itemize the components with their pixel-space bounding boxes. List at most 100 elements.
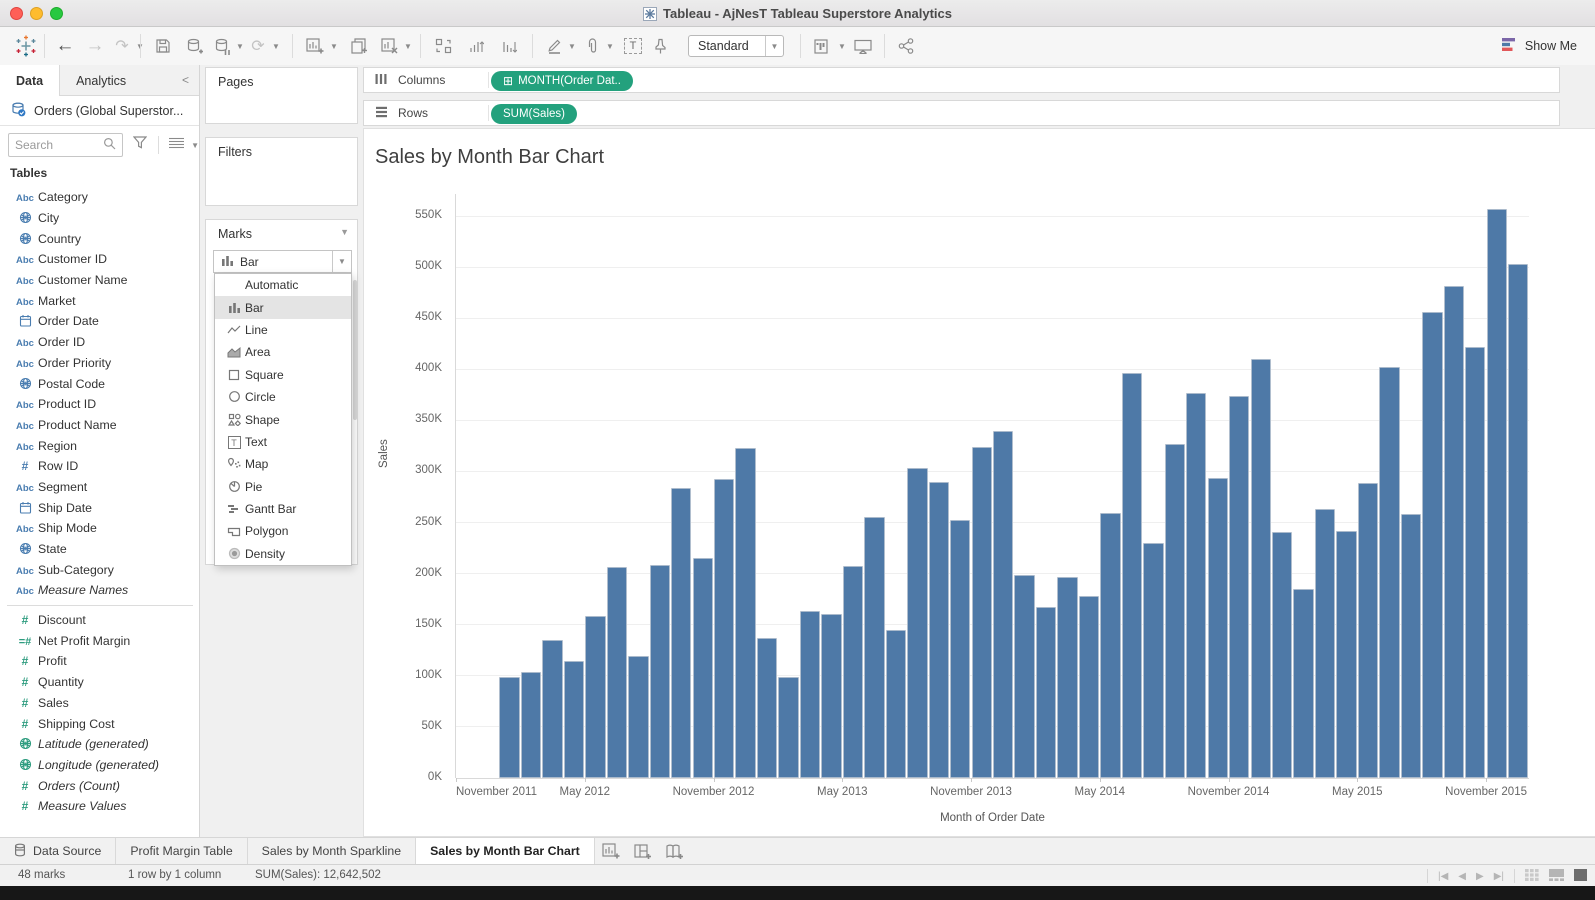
columns-shelf[interactable]: Columns ⊞ MONTH(Order Dat.. <box>363 67 1560 93</box>
search-input[interactable]: Search <box>8 133 124 157</box>
go-previous-sheet-icon[interactable]: ◀ <box>1458 870 1466 882</box>
field-item-latitude-generated-[interactable]: Latitude (generated) <box>0 734 199 755</box>
zoom-window-button[interactable] <box>50 7 63 20</box>
fit-mode-select[interactable]: Standard ▼ <box>688 35 784 57</box>
mark-type-option-density[interactable]: Density <box>215 543 351 565</box>
view-options-chevron-icon[interactable]: ▼ <box>191 140 199 150</box>
bar-feb-2015[interactable] <box>1293 589 1314 778</box>
bar-jan-2014[interactable] <box>1014 575 1035 778</box>
bar-dec-2014[interactable] <box>1250 359 1271 778</box>
fit-select[interactable] <box>810 27 836 65</box>
mark-type-option-line[interactable]: Line <box>215 319 351 341</box>
close-window-button[interactable] <box>10 7 23 20</box>
filters-shelf[interactable]: Filters <box>205 137 358 206</box>
highlight-button[interactable] <box>542 27 566 65</box>
field-item-order-id[interactable]: Abc Order ID <box>0 332 199 353</box>
sheet-title[interactable]: Sales by Month Bar Chart <box>375 146 604 168</box>
bar-feb-2014[interactable] <box>1035 607 1057 778</box>
bar-aug-2015[interactable] <box>1422 311 1443 778</box>
new-datasource-button[interactable] <box>180 27 208 65</box>
tab-data[interactable]: Data <box>0 65 61 96</box>
bar-jun-2013[interactable] <box>864 516 885 778</box>
field-item-measure-names[interactable]: Abc Measure Names <box>0 580 199 601</box>
show-filmstrip-icon[interactable] <box>1549 868 1564 884</box>
field-item-profit[interactable]: # Profit <box>0 651 199 672</box>
field-item-discount[interactable]: # Discount <box>0 610 199 631</box>
bar-nov-2015[interactable] <box>1486 209 1507 778</box>
highlight-button-chevron-icon[interactable]: ▼ <box>568 41 576 51</box>
field-item-segment[interactable]: Abc Segment <box>0 477 199 498</box>
sheet-tab-sales-by-month-sparkline[interactable]: Sales by Month Sparkline <box>248 838 417 864</box>
go-next-sheet-icon[interactable]: ▶ <box>1476 870 1484 882</box>
bar-jul-2014[interactable] <box>1143 543 1164 778</box>
field-item-customer-name[interactable]: Abc Customer Name <box>0 270 199 291</box>
field-item-market[interactable]: Abc Market <box>0 290 199 311</box>
bar-oct-2014[interactable] <box>1207 478 1228 778</box>
field-item-product-name[interactable]: Abc Product Name <box>0 415 199 436</box>
sheet-tab-profit-margin-table[interactable]: Profit Margin Table <box>116 838 248 864</box>
columns-pill-month-order-date[interactable]: ⊞ MONTH(Order Dat.. <box>491 70 633 91</box>
filter-fields-icon[interactable] <box>132 136 148 154</box>
field-item-row-id[interactable]: # Row ID <box>0 456 199 477</box>
mark-type-option-map[interactable]: Map <box>215 453 351 475</box>
run-update-button[interactable]: ⟳ <box>251 38 265 55</box>
show-sheet-sorter-icon[interactable] <box>1525 868 1539 884</box>
expand-pill-icon[interactable]: ⊞ <box>503 73 514 88</box>
format-workbook-button[interactable] <box>580 27 604 65</box>
rows-shelf[interactable]: Rows SUM(Sales) <box>363 100 1560 126</box>
mark-type-option-shape[interactable]: Shape <box>215 408 351 430</box>
new-worksheet-button-chevron-icon[interactable]: ▼ <box>330 41 338 51</box>
sort-descending-button[interactable] <box>496 27 522 65</box>
field-item-order-priority[interactable]: Abc Order Priority <box>0 353 199 374</box>
bar-apr-2015[interactable] <box>1336 530 1357 778</box>
field-item-postal-code[interactable]: Postal Code <box>0 373 199 394</box>
bar-aug-2012[interactable] <box>649 564 670 778</box>
bar-mar-2014[interactable] <box>1057 576 1078 778</box>
field-item-orders-count-[interactable]: # Orders (Count) <box>0 775 199 796</box>
chevron-down-icon[interactable]: ▼ <box>765 36 783 56</box>
bar-jun-2014[interactable] <box>1121 372 1143 778</box>
bar-apr-2013[interactable] <box>821 613 842 778</box>
bar-sep-2015[interactable] <box>1443 285 1465 778</box>
redo-button[interactable]: ↷ <box>115 38 129 55</box>
mark-type-option-polygon[interactable]: Polygon <box>215 520 351 542</box>
field-item-quantity[interactable]: # Quantity <box>0 672 199 693</box>
field-item-region[interactable]: Abc Region <box>0 435 199 456</box>
minimize-window-button[interactable] <box>30 7 43 20</box>
mark-type-option-pie[interactable]: Pie <box>215 476 351 498</box>
field-item-longitude-generated-[interactable]: Longitude (generated) <box>0 755 199 776</box>
bar-feb-2013[interactable] <box>778 676 799 778</box>
bar-mar-2015[interactable] <box>1314 509 1336 778</box>
bar-jul-2013[interactable] <box>885 629 907 778</box>
bar-apr-2014[interactable] <box>1078 596 1100 778</box>
bar-aug-2013[interactable] <box>907 468 928 778</box>
bar-jul-2012[interactable] <box>628 656 649 778</box>
view-as-list-icon[interactable] <box>158 136 185 154</box>
bar-mar-2013[interactable] <box>799 611 821 778</box>
mark-type-chevron-icon[interactable]: ▼ <box>332 251 351 272</box>
format-workbook-button-chevron-icon[interactable]: ▼ <box>606 41 614 51</box>
bar-may-2015[interactable] <box>1357 482 1379 778</box>
bar-mar-2012[interactable] <box>542 639 563 778</box>
field-item-state[interactable]: State <box>0 539 199 560</box>
field-item-measure-values[interactable]: # Measure Values <box>0 796 199 817</box>
field-item-sales[interactable]: # Sales <box>0 693 199 714</box>
clear-sheet-button-chevron-icon[interactable]: ▼ <box>404 41 412 51</box>
bar-oct-2015[interactable] <box>1465 346 1486 778</box>
sheet-tab-sales-by-month-bar-chart[interactable]: Sales by Month Bar Chart <box>416 838 595 864</box>
bar-aug-2014[interactable] <box>1164 444 1186 778</box>
field-item-shipping-cost[interactable]: # Shipping Cost <box>0 713 199 734</box>
tab-analytics[interactable]: Analytics <box>76 73 127 88</box>
bar-nov-2013[interactable] <box>971 447 992 778</box>
sort-ascending-button[interactable] <box>463 27 489 65</box>
bar-jul-2015[interactable] <box>1400 513 1422 778</box>
bar-oct-2012[interactable] <box>692 558 713 778</box>
show-mark-labels-button[interactable]: T <box>620 27 646 65</box>
new-dashboard-button[interactable] <box>627 838 659 864</box>
field-item-product-id[interactable]: Abc Product ID <box>0 394 199 415</box>
mark-type-option-text[interactable]: T Text <box>215 431 351 453</box>
bar-sep-2012[interactable] <box>671 487 692 778</box>
field-item-country[interactable]: Country <box>0 228 199 249</box>
mark-type-option-automatic[interactable]: Automatic <box>245 278 299 293</box>
sheet-tab-data-source[interactable]: Data Source <box>0 838 117 864</box>
